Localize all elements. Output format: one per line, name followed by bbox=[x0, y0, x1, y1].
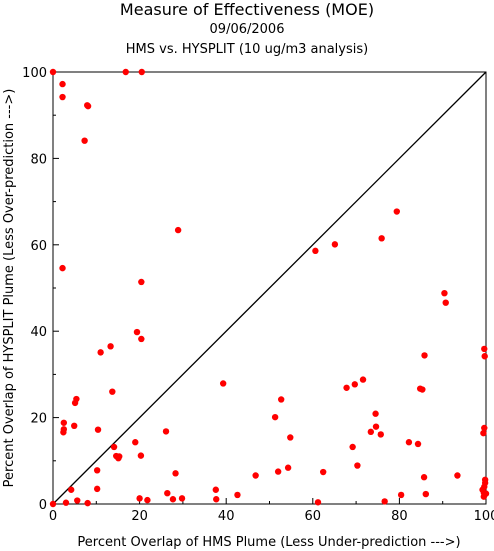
x-tick-label: 100 bbox=[474, 509, 494, 524]
data-point bbox=[287, 434, 294, 441]
data-point bbox=[442, 299, 449, 306]
data-point bbox=[110, 443, 118, 451]
data-point bbox=[109, 388, 116, 395]
data-point bbox=[421, 352, 428, 359]
data-point bbox=[319, 468, 327, 476]
chart-subtitle: HMS vs. HYSPLIT (10 ug/m3 analysis) bbox=[125, 42, 369, 57]
data-point bbox=[312, 247, 319, 255]
data-point bbox=[84, 102, 92, 110]
data-point bbox=[136, 495, 143, 502]
data-point bbox=[381, 498, 388, 505]
y-tick-label: 100 bbox=[22, 66, 47, 81]
data-point bbox=[252, 472, 259, 479]
data-point bbox=[372, 423, 380, 430]
data-point bbox=[480, 429, 487, 437]
data-point bbox=[271, 413, 279, 421]
data-point bbox=[93, 467, 101, 474]
data-point bbox=[219, 380, 227, 387]
data-point bbox=[274, 468, 282, 475]
data-point bbox=[97, 349, 104, 356]
x-tick-label: 0 bbox=[49, 509, 57, 524]
data-point bbox=[59, 93, 66, 101]
data-point bbox=[71, 422, 78, 430]
chart-date: 09/06/2006 bbox=[209, 22, 285, 37]
data-point bbox=[343, 384, 350, 391]
y-tick-label: 40 bbox=[30, 325, 47, 340]
data-point bbox=[169, 496, 177, 503]
data-point bbox=[351, 381, 359, 388]
data-point bbox=[454, 472, 461, 479]
data-point bbox=[137, 452, 145, 459]
data-point bbox=[138, 335, 145, 343]
data-point bbox=[378, 235, 385, 242]
data-point bbox=[284, 464, 292, 471]
data-point bbox=[62, 499, 70, 506]
data-point bbox=[405, 439, 413, 446]
data-point bbox=[116, 453, 123, 460]
plot-area: 0 20 40 60 80 100 0 20 40 60 80 100 bbox=[22, 66, 494, 524]
data-point bbox=[481, 424, 488, 432]
data-point bbox=[59, 264, 66, 272]
data-point bbox=[84, 499, 91, 507]
y-tick-label: 60 bbox=[30, 239, 47, 254]
x-tick-label: 20 bbox=[131, 509, 148, 524]
data-point bbox=[314, 499, 322, 506]
data-point bbox=[414, 440, 422, 448]
data-point bbox=[372, 410, 379, 417]
y-tick-label: 0 bbox=[39, 498, 47, 513]
x-tick-label: 60 bbox=[305, 509, 322, 524]
data-point bbox=[178, 495, 186, 502]
data-point bbox=[367, 428, 375, 436]
data-point bbox=[234, 491, 241, 499]
data-point bbox=[420, 474, 428, 481]
x-axis-label: Percent Overlap of HMS Plume (Less Under… bbox=[77, 535, 460, 550]
data-point bbox=[93, 485, 101, 493]
data-point bbox=[73, 395, 80, 403]
data-point bbox=[81, 137, 88, 144]
data-point bbox=[393, 208, 401, 215]
data-point bbox=[164, 490, 171, 497]
data-point bbox=[49, 68, 57, 76]
data-point bbox=[331, 241, 339, 248]
data-point bbox=[138, 68, 145, 76]
data-point bbox=[162, 428, 170, 435]
data-point bbox=[49, 500, 57, 508]
data-point bbox=[174, 226, 182, 234]
data-point bbox=[138, 278, 145, 286]
data-point bbox=[59, 80, 66, 88]
data-point bbox=[122, 68, 129, 76]
chart-title: Measure of Effectiveness (MOE) bbox=[119, 0, 375, 19]
data-point bbox=[74, 497, 81, 504]
data-point bbox=[94, 426, 102, 433]
data-point bbox=[349, 443, 356, 451]
data-point bbox=[213, 496, 220, 503]
data-point bbox=[133, 328, 141, 336]
data-point bbox=[60, 419, 68, 426]
data-point bbox=[481, 353, 488, 360]
data-point bbox=[480, 493, 488, 500]
data-point bbox=[67, 486, 75, 493]
x-tick-label: 40 bbox=[218, 509, 235, 524]
data-point bbox=[397, 491, 405, 499]
data-point bbox=[354, 462, 361, 469]
data-point bbox=[422, 490, 430, 498]
data-point bbox=[132, 439, 139, 446]
data-point bbox=[277, 396, 285, 403]
data-point bbox=[212, 486, 220, 493]
data-point bbox=[144, 496, 151, 504]
y-tick-label: 80 bbox=[30, 152, 47, 167]
x-tick-label: 80 bbox=[391, 509, 408, 524]
y-tick-label: 20 bbox=[30, 412, 47, 427]
y-axis-label: Percent Overlap of HYSPLIT Plume (Less O… bbox=[2, 89, 17, 488]
data-point bbox=[481, 345, 488, 353]
data-point bbox=[107, 343, 114, 350]
data-point bbox=[377, 431, 384, 438]
reference-line-diagonal bbox=[52, 71, 487, 505]
data-point bbox=[419, 386, 426, 393]
data-point bbox=[359, 376, 367, 383]
data-point bbox=[441, 289, 448, 297]
data-point bbox=[172, 470, 179, 477]
data-point bbox=[60, 429, 67, 436]
